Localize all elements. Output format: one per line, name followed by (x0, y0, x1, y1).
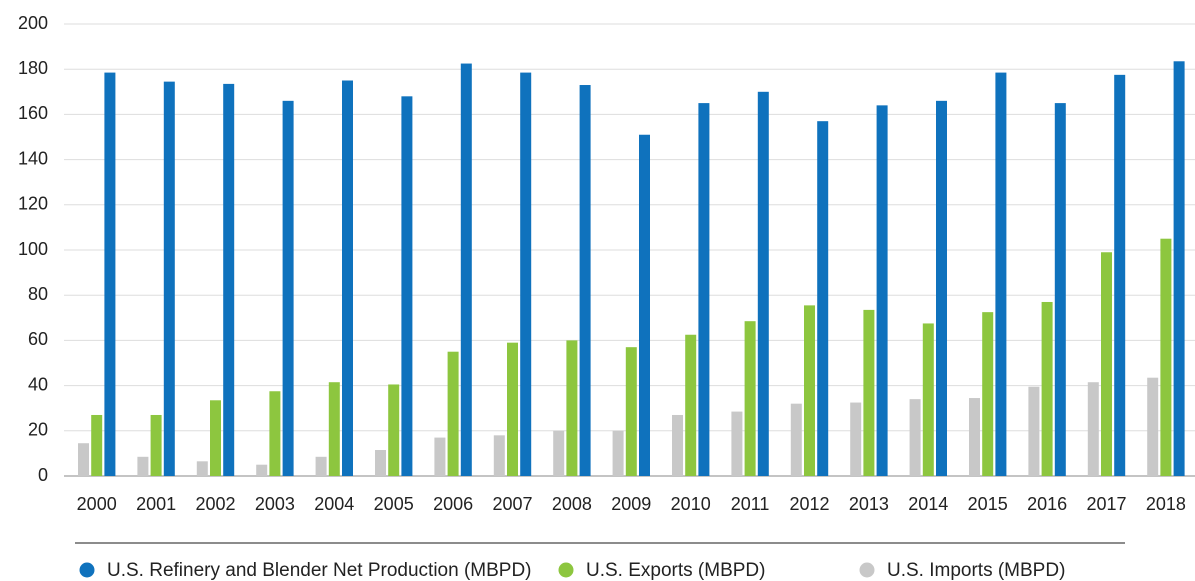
bar (163, 81, 175, 476)
bar (388, 384, 400, 476)
legend-label: U.S. Refinery and Blender Net Production… (107, 560, 532, 581)
bar (1028, 386, 1040, 476)
bar (210, 400, 221, 476)
bar (196, 461, 208, 476)
bar (936, 100, 947, 476)
y-tick-label: 80 (28, 284, 48, 304)
bar (969, 398, 980, 476)
x-tick-label: 2005 (374, 494, 414, 514)
bar (1041, 301, 1053, 476)
bar (744, 321, 756, 476)
y-tick-label: 200 (18, 13, 48, 33)
bar (493, 435, 505, 476)
y-tick-label: 120 (18, 194, 48, 214)
bar (1173, 61, 1185, 476)
bar (757, 91, 769, 477)
bar (269, 391, 281, 476)
y-tick-label: 20 (28, 420, 48, 440)
bar (579, 85, 591, 477)
x-tick-label: 2000 (77, 494, 117, 514)
bar (790, 403, 802, 476)
x-tick-label: 2009 (611, 494, 651, 514)
y-tick-label: 140 (18, 148, 48, 168)
bar (612, 430, 624, 476)
bar (922, 323, 934, 476)
bar (104, 72, 116, 476)
bar (850, 402, 862, 476)
x-tick-label: 2013 (849, 494, 889, 514)
bar (1147, 377, 1159, 476)
bar (282, 100, 294, 476)
bar (817, 121, 829, 477)
bar (342, 80, 353, 476)
x-tick-label: 2016 (1027, 494, 1067, 514)
y-tick-label: 40 (28, 374, 48, 394)
bar (328, 382, 340, 476)
y-tick-label: 0 (38, 465, 48, 485)
bar (137, 456, 149, 476)
bar (256, 464, 268, 476)
x-tick-label: 2008 (552, 494, 592, 514)
bar (507, 342, 518, 476)
y-tick-label: 180 (18, 58, 48, 78)
bar (639, 134, 650, 477)
legend-label: U.S. Imports (MBPD) (887, 560, 1065, 581)
bar (520, 72, 532, 476)
legend-label: U.S. Exports (MBPD) (586, 560, 765, 581)
x-tick-label: 2017 (1086, 494, 1126, 514)
x-tick-label: 2018 (1146, 494, 1186, 514)
bar (909, 399, 921, 476)
bar (1160, 238, 1172, 476)
bar (995, 72, 1007, 476)
bar (78, 443, 89, 476)
x-tick-label: 2007 (492, 494, 532, 514)
bar (223, 83, 235, 476)
bar (698, 103, 710, 476)
bar (150, 414, 162, 476)
legend-marker (79, 562, 95, 578)
x-tick-label: 2015 (968, 494, 1008, 514)
bar (672, 414, 683, 476)
legend-marker (558, 562, 574, 578)
x-tick-label: 2006 (433, 494, 473, 514)
bar (731, 411, 743, 476)
y-tick-label: 100 (18, 239, 48, 259)
bar (447, 351, 459, 476)
legend-marker (859, 562, 875, 578)
bar (876, 105, 888, 477)
bar (1087, 382, 1099, 476)
bar (863, 309, 875, 476)
y-tick-label: 160 (18, 103, 48, 123)
x-tick-label: 2014 (908, 494, 948, 514)
bar (685, 334, 697, 476)
bar (1101, 252, 1112, 476)
x-tick-label: 2004 (314, 494, 354, 514)
bar (1054, 103, 1066, 476)
bar (91, 414, 103, 476)
x-tick-label: 2003 (255, 494, 295, 514)
x-tick-label: 2012 (789, 494, 829, 514)
bar (315, 456, 327, 476)
x-tick-label: 2002 (195, 494, 235, 514)
x-tick-label: 2011 (731, 494, 770, 514)
bar (460, 63, 472, 477)
x-tick-label: 2001 (136, 494, 176, 514)
y-tick-label: 60 (28, 329, 48, 349)
bar (375, 450, 386, 476)
bar (401, 96, 413, 476)
bar (566, 340, 578, 476)
bar (625, 347, 637, 476)
x-tick-label: 2010 (671, 494, 711, 514)
bar (982, 312, 994, 476)
bar (804, 305, 815, 476)
bar (553, 430, 565, 476)
bar (434, 437, 446, 476)
bar (1114, 74, 1126, 476)
